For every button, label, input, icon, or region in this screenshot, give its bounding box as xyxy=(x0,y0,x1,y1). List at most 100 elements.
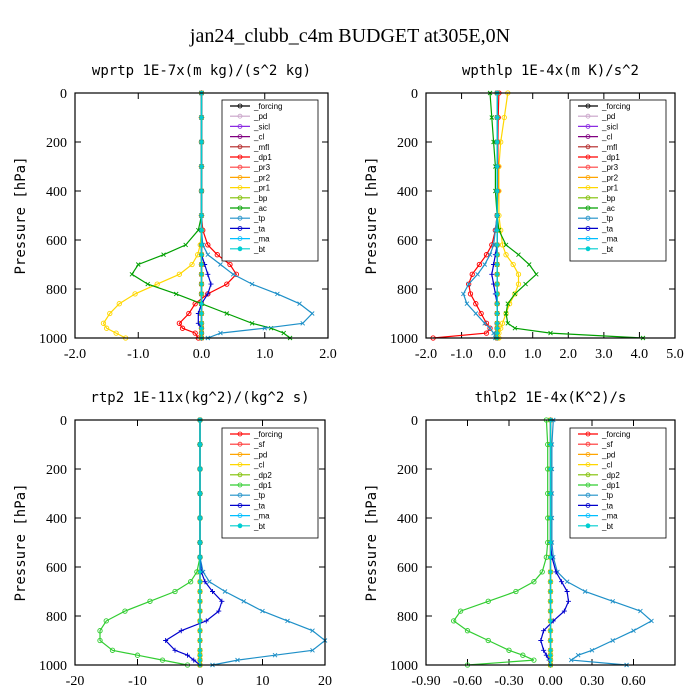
x-tick-label: -0.90 xyxy=(411,674,440,689)
data-point xyxy=(538,638,544,643)
data-point xyxy=(461,291,466,297)
data-point xyxy=(205,291,211,297)
y-axis-label: Pressure [hPa] xyxy=(364,483,380,601)
data-point xyxy=(494,213,500,218)
data-point xyxy=(582,589,588,594)
data-point xyxy=(113,330,119,336)
data-point xyxy=(466,281,472,287)
legend-marker xyxy=(585,164,591,170)
legend-label: _forcing xyxy=(601,102,630,111)
data-point xyxy=(145,281,151,287)
legend-label: _cl xyxy=(601,133,612,142)
legend-marker xyxy=(237,451,243,457)
data-point xyxy=(185,652,190,658)
data-point xyxy=(548,540,553,545)
data-point xyxy=(197,608,203,614)
legend-marker xyxy=(585,124,591,129)
data-point xyxy=(553,569,559,575)
y-tick-label: 400 xyxy=(397,512,418,527)
y-tick-label: 600 xyxy=(46,234,67,249)
data-point xyxy=(159,657,166,663)
data-point xyxy=(491,330,496,336)
panel-title: thlp2 1E-4x(K^2)/s xyxy=(475,390,627,406)
data-point xyxy=(310,647,315,653)
data-point xyxy=(610,598,616,604)
data-point xyxy=(482,262,488,267)
chart-panel-3: rtp2 1E-11x(kg^2)/(kg^2 s) Pressure [hPa]… xyxy=(13,390,332,689)
data-point xyxy=(199,330,204,336)
data-point xyxy=(499,320,506,326)
data-point xyxy=(192,330,198,336)
x-tick-label: 2.0 xyxy=(319,347,337,362)
legend-label: _bt xyxy=(601,245,614,254)
legend-marker xyxy=(585,144,591,150)
legend-label: _tp xyxy=(601,214,614,223)
data-point xyxy=(109,647,116,653)
legend-marker xyxy=(237,134,243,140)
data-point xyxy=(631,628,636,634)
legend-label: _cl xyxy=(253,461,264,470)
data-point xyxy=(224,311,230,316)
data-point xyxy=(505,320,511,326)
y-axis-label: Pressure [hPa] xyxy=(13,156,29,274)
data-point xyxy=(531,579,537,585)
legend-label: _pr1 xyxy=(253,184,271,193)
data-point xyxy=(548,330,553,336)
legend-marker xyxy=(585,502,591,508)
legend-marker xyxy=(237,103,243,109)
legend-marker xyxy=(237,215,243,221)
y-tick-label: 0 xyxy=(60,414,67,429)
data-point xyxy=(199,227,204,233)
legend-marker xyxy=(237,174,243,180)
data-point xyxy=(487,252,493,258)
data-point xyxy=(300,320,306,326)
y-tick-label: 200 xyxy=(46,136,67,151)
data-point xyxy=(548,618,553,624)
legend-marker xyxy=(585,205,591,211)
data-point xyxy=(191,657,197,663)
y-axis-label: Pressure [hPa] xyxy=(13,483,29,601)
data-point xyxy=(475,271,480,277)
legend-marker xyxy=(585,225,591,231)
legend-box xyxy=(569,427,667,539)
data-point xyxy=(199,188,204,194)
y-tick-label: 200 xyxy=(397,136,418,151)
data-point xyxy=(548,628,553,634)
x-tick-label: -20 xyxy=(66,674,85,689)
data-point xyxy=(649,618,654,624)
data-point xyxy=(483,252,490,258)
data-point xyxy=(173,291,179,297)
data-point xyxy=(122,608,128,614)
legend-marker xyxy=(585,195,591,201)
data-point xyxy=(494,325,500,331)
legend-label: _tp xyxy=(253,214,266,223)
legend-marker xyxy=(237,113,243,119)
x-tick-label: 0.0 xyxy=(193,347,211,362)
legend-marker xyxy=(237,124,243,129)
data-point xyxy=(197,540,203,545)
data-point xyxy=(548,638,553,643)
y-tick-label: 400 xyxy=(46,512,67,527)
legend-marker xyxy=(585,174,591,180)
legend-marker xyxy=(585,103,591,109)
x-tick-label: 0.00 xyxy=(538,674,563,689)
legend-label: _pd xyxy=(253,112,267,121)
legend-marker xyxy=(237,502,243,508)
data-point xyxy=(116,301,122,307)
data-point xyxy=(487,325,493,331)
data-point xyxy=(564,589,570,594)
data-point xyxy=(476,261,483,268)
plot-frame xyxy=(74,419,326,666)
data-point xyxy=(568,657,574,663)
legend-marker xyxy=(237,441,243,447)
legend-label: _ac xyxy=(253,204,267,213)
legend-marker xyxy=(237,185,243,191)
y-axis-label: Pressure [hPa] xyxy=(364,156,380,274)
data-point xyxy=(464,301,470,307)
data-point xyxy=(494,281,500,287)
x-tick-label: 2.0 xyxy=(560,347,578,362)
legend-marker xyxy=(237,144,243,150)
legend-label: _mfl xyxy=(253,143,269,152)
data-point xyxy=(186,310,192,317)
legend-marker xyxy=(237,225,243,231)
